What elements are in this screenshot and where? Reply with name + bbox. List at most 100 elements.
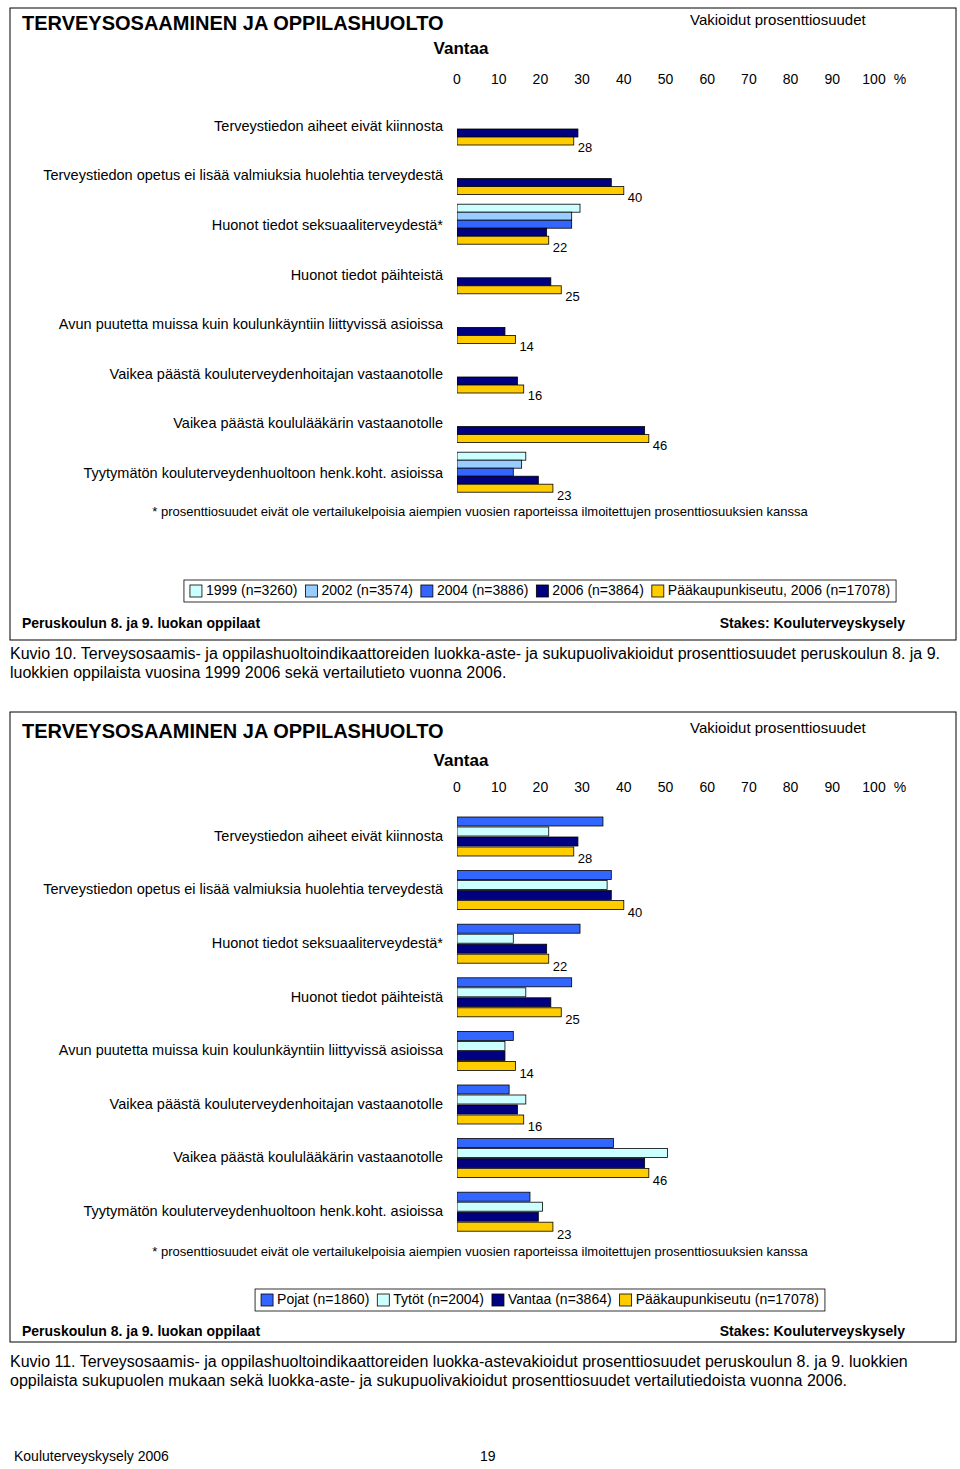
legend: Pojat (n=1860)Tytöt (n=2004)Vantaa (n=38… — [261, 1291, 819, 1307]
legend-label: Vantaa (n=3864) — [508, 1291, 612, 1307]
bar — [457, 1041, 505, 1050]
bar — [457, 236, 549, 244]
legend-label: Pääkaupunkiseutu, 2006 (n=17078) — [668, 582, 890, 598]
data-label: 23 — [557, 488, 571, 503]
x-axis-label: % — [894, 71, 906, 87]
bar — [457, 871, 611, 880]
legend-box — [184, 580, 896, 602]
legend: 1999 (n=3260) 2002 (n=3574) 2004 (n=3886) 2… — [190, 582, 890, 598]
bar — [457, 1212, 538, 1221]
x-tick-label: 70 — [741, 71, 757, 87]
bar — [457, 377, 517, 385]
legend-label: 2006 (n=3864) — [552, 582, 643, 598]
chart: TERVEYSOSAAMINEN JA OPPILASHUOLTOVakioid… — [10, 8, 956, 640]
data-label: 28 — [578, 851, 592, 866]
bar — [457, 427, 645, 435]
bar — [457, 1222, 553, 1231]
x-tick-label: 30 — [574, 71, 590, 87]
data-label: 16 — [528, 388, 542, 403]
caption: Kuvio 10. Terveysosaamis- ja oppilashuol… — [10, 644, 955, 682]
category-label: Huonot tiedot päihteistä — [291, 267, 444, 283]
data-label: 28 — [578, 140, 592, 155]
legend-swatch — [377, 1294, 389, 1306]
bar — [457, 476, 538, 484]
legend-swatch — [620, 1294, 632, 1306]
bar — [457, 954, 549, 963]
x-tick-label: 30 — [574, 779, 590, 795]
chart-title: TERVEYSOSAAMINEN JA OPPILASHUOLTO — [22, 720, 444, 742]
data-label: 25 — [565, 1012, 579, 1027]
bar — [457, 327, 505, 335]
bar — [457, 847, 574, 856]
annotation: Vakioidut prosenttiosuudet — [690, 719, 867, 736]
bar — [457, 220, 572, 228]
bar — [457, 1149, 668, 1158]
category-label: Tyytymätön kouluterveydenhuoltoon henk.k… — [84, 1203, 444, 1219]
category-label: Terveystiedon opetus ei lisää valmiuksia… — [43, 167, 444, 183]
legend-swatch — [492, 1294, 504, 1306]
category-label: Terveystiedon aiheet eivät kiinnosta — [214, 118, 444, 134]
subtitle: Vantaa — [434, 751, 489, 770]
legend-swatch — [190, 585, 202, 597]
data-label: 14 — [519, 339, 533, 354]
bar — [457, 137, 574, 145]
bar — [457, 1105, 517, 1114]
page-number: 19 — [480, 1448, 496, 1464]
bar — [457, 1008, 561, 1017]
bar — [457, 1159, 645, 1168]
bar — [457, 998, 551, 1007]
legend-item: 1999 (n=3260) — [190, 582, 297, 598]
legend-item: Vantaa (n=3864) — [492, 1291, 612, 1307]
bar — [457, 129, 578, 137]
bar — [457, 817, 603, 826]
legend-label: Tytöt (n=2004) — [393, 1291, 484, 1307]
x-tick-label: 40 — [616, 71, 632, 87]
bar — [457, 827, 549, 836]
bar — [457, 1051, 505, 1060]
bars — [457, 129, 649, 492]
footnote: * prosenttiosuudet eivät ole vertailukel… — [152, 504, 808, 519]
bar — [457, 924, 580, 933]
annotation: Stakes: Kouluterveyskysely — [720, 615, 905, 631]
x-tick-label: 0 — [453, 71, 461, 87]
x-tick-label: 90 — [825, 71, 841, 87]
bar — [457, 468, 513, 476]
category-label: Vaikea päästä koululääkärin vastaanotoll… — [173, 1149, 443, 1165]
x-tick-label: 60 — [699, 779, 715, 795]
bar — [457, 212, 572, 220]
legend-label: 2004 (n=3886) — [437, 582, 528, 598]
bar — [457, 978, 572, 987]
category-label: Vaikea päästä kouluterveydenhoitajan vas… — [110, 1096, 443, 1112]
chart: TERVEYSOSAAMINEN JA OPPILASHUOLTO Vakioid… — [10, 712, 956, 1342]
category-label: Terveystiedon opetus ei lisää valmiuksia… — [43, 881, 444, 897]
legend-label: 1999 (n=3260) — [206, 582, 297, 598]
data-labels: 2840222514164623 — [519, 140, 667, 502]
bar — [457, 435, 649, 443]
bar — [457, 1095, 526, 1104]
category-label: Terveystiedon aiheet eivät kiinnosta — [214, 828, 444, 844]
legend-item: 2002 (n=3574) — [305, 582, 412, 598]
subtitle: Vantaa — [434, 39, 489, 58]
legend-label: Pääkaupunkiseutu (n=17078) — [636, 1291, 819, 1307]
bar — [457, 278, 551, 286]
category-label: Vaikea päästä kouluterveydenhoitajan vas… — [110, 366, 443, 382]
bar — [457, 1169, 649, 1178]
footnote: * prosenttiosuudet eivät ole vertailukel… — [152, 1244, 808, 1259]
data-label: 46 — [653, 438, 667, 453]
legend-item: Pääkaupunkiseutu, 2006 (n=17078) — [652, 582, 890, 598]
bar — [457, 179, 611, 187]
bar — [457, 1192, 530, 1201]
legend-swatch — [305, 585, 317, 597]
annotation: Peruskoulun 8. ja 9. luokan oppilaat — [22, 1323, 260, 1339]
x-tick-label: 100 — [862, 71, 886, 87]
category-label: Huonot tiedot seksuaaliterveydestä* — [212, 217, 444, 233]
category-label: Huonot tiedot seksuaaliterveydestä* — [212, 935, 444, 951]
data-label: 16 — [528, 1119, 542, 1134]
category-label: Huonot tiedot päihteistä — [291, 989, 444, 1005]
legend-item: 2004 (n=3886) — [421, 582, 528, 598]
data-label: 22 — [553, 240, 567, 255]
bar — [457, 228, 547, 236]
bar — [457, 204, 580, 212]
footer-text: Kouluterveyskysely 2006 — [14, 1448, 169, 1464]
bar — [457, 891, 611, 900]
